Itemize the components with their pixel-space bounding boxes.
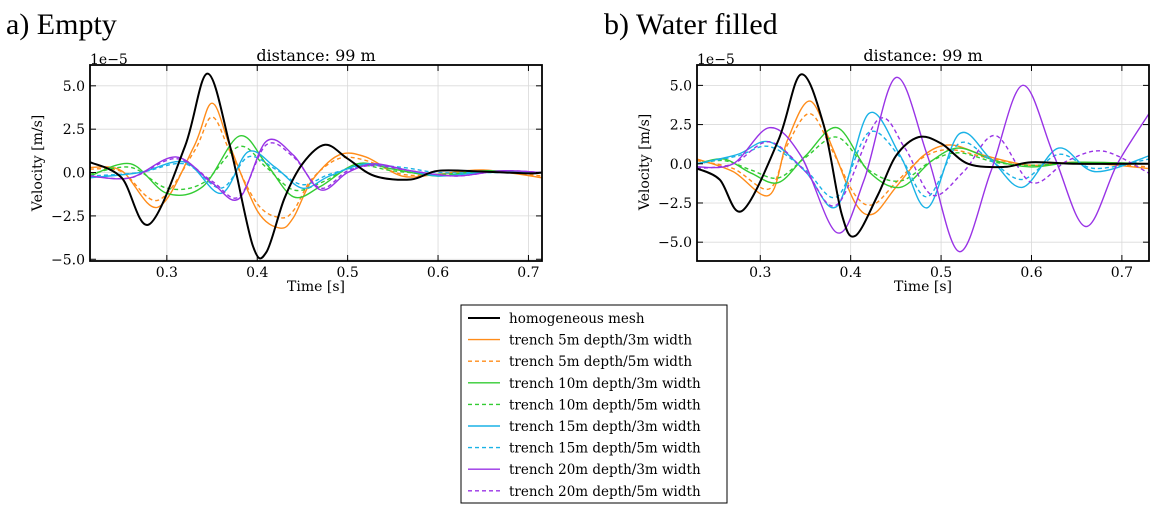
legend-label-2: trench 5m depth/5m width xyxy=(509,354,692,370)
panel-b-xlabel: Time [s] xyxy=(894,279,952,295)
series-line-1-7 xyxy=(697,76,1149,253)
xtick-label-0-1: 0.4 xyxy=(246,265,268,281)
axes-frame-0 xyxy=(89,64,543,262)
panel-a-exponent: 1e−5 xyxy=(90,52,128,68)
legend-label-0: homogeneous mesh xyxy=(509,311,645,327)
xtick-label-1-1: 0.4 xyxy=(840,265,862,281)
ytick-label-1-2: 0.0 xyxy=(670,157,692,173)
ytick-label-0-3: −2.5 xyxy=(51,209,85,225)
xtick-label-0-3: 0.6 xyxy=(427,265,449,281)
panel-b-label: b) Water filled xyxy=(604,8,778,41)
series-line-0-1 xyxy=(90,102,542,229)
ytick-label-1-3: −2.5 xyxy=(658,196,692,212)
ytick-label-0-1: 2.5 xyxy=(63,122,85,138)
panel-b-ylabel: Velocity [m/s] xyxy=(637,114,653,211)
panel-a-title: distance: 99 m xyxy=(256,46,375,65)
panel-a-label: a) Empty xyxy=(6,8,117,41)
xtick-label-1-3: 0.6 xyxy=(1020,265,1042,281)
series-line-0-2 xyxy=(90,116,542,219)
ytick-label-0-4: −5.0 xyxy=(51,252,85,268)
legend-label-7: trench 20m depth/3m width xyxy=(509,462,701,478)
plot-area-group: 0.3 0.4 0.5 0.6 0.75.02.50.0−2.5−5.00.3 0.4 0.… xyxy=(51,64,1150,281)
plot-panel-1: 0.3 0.4 0.5 0.6 0.7 5.0 2.5 0.0 −2.5 −5.0 xyxy=(658,64,1150,281)
legend-label-5: trench 15m depth/3m width xyxy=(509,419,701,435)
series-line-0-5 xyxy=(90,150,542,195)
panel-b-title: distance: 99 m xyxy=(863,46,982,65)
ytick-label-0-0: 5.0 xyxy=(63,79,85,95)
xtick-label-0-0: 0.3 xyxy=(156,265,178,281)
series-line-0-0 xyxy=(90,72,542,260)
xtick-label-1-4: 0.7 xyxy=(1111,265,1133,281)
ytick-label-1-0: 5.0 xyxy=(670,78,692,94)
ytick-label-1-4: −5.0 xyxy=(658,235,692,251)
xtick-label-0-4: 0.7 xyxy=(517,265,539,281)
series-group-1 xyxy=(697,73,1149,253)
axes-frame-1 xyxy=(696,64,1150,262)
legend-frame xyxy=(460,304,728,504)
xtick-label-1-2: 0.5 xyxy=(930,265,952,281)
series-line-1-0 xyxy=(697,73,1149,238)
legend-label-6: trench 15m depth/5m width xyxy=(509,441,701,457)
series-group-0 xyxy=(90,72,542,260)
panel-a-ylabel: Velocity [m/s] xyxy=(30,115,46,212)
ytick-label-0-2: 0.0 xyxy=(63,166,85,182)
xtick-label-1-0: 0.3 xyxy=(749,265,771,281)
plot-panel-0: 0.3 0.4 0.5 0.6 0.7 5.0 2.5 0.0 −2.5 −5.0 xyxy=(51,64,543,281)
series-line-1-3 xyxy=(697,127,1149,189)
legend-label-4: trench 10m depth/5m width xyxy=(509,397,701,413)
legend-label-3: trench 10m depth/3m width xyxy=(509,376,701,392)
legend: homogeneous mesh trench 5m depth/3m width… xyxy=(460,304,728,504)
ytick-label-1-1: 2.5 xyxy=(670,118,692,134)
panel-a-xlabel: Time [s] xyxy=(287,279,345,295)
legend-label-8: trench 20m depth/5m width xyxy=(509,484,701,500)
series-line-1-4 xyxy=(697,136,1149,183)
series-line-1-5 xyxy=(697,111,1149,209)
series-line-1-8 xyxy=(697,117,1149,207)
xtick-label-0-2: 0.5 xyxy=(337,265,359,281)
series-line-1-2 xyxy=(697,112,1149,206)
legend-label-1: trench 5m depth/3m width xyxy=(509,333,692,349)
panel-b-exponent: 1e−5 xyxy=(697,52,735,68)
